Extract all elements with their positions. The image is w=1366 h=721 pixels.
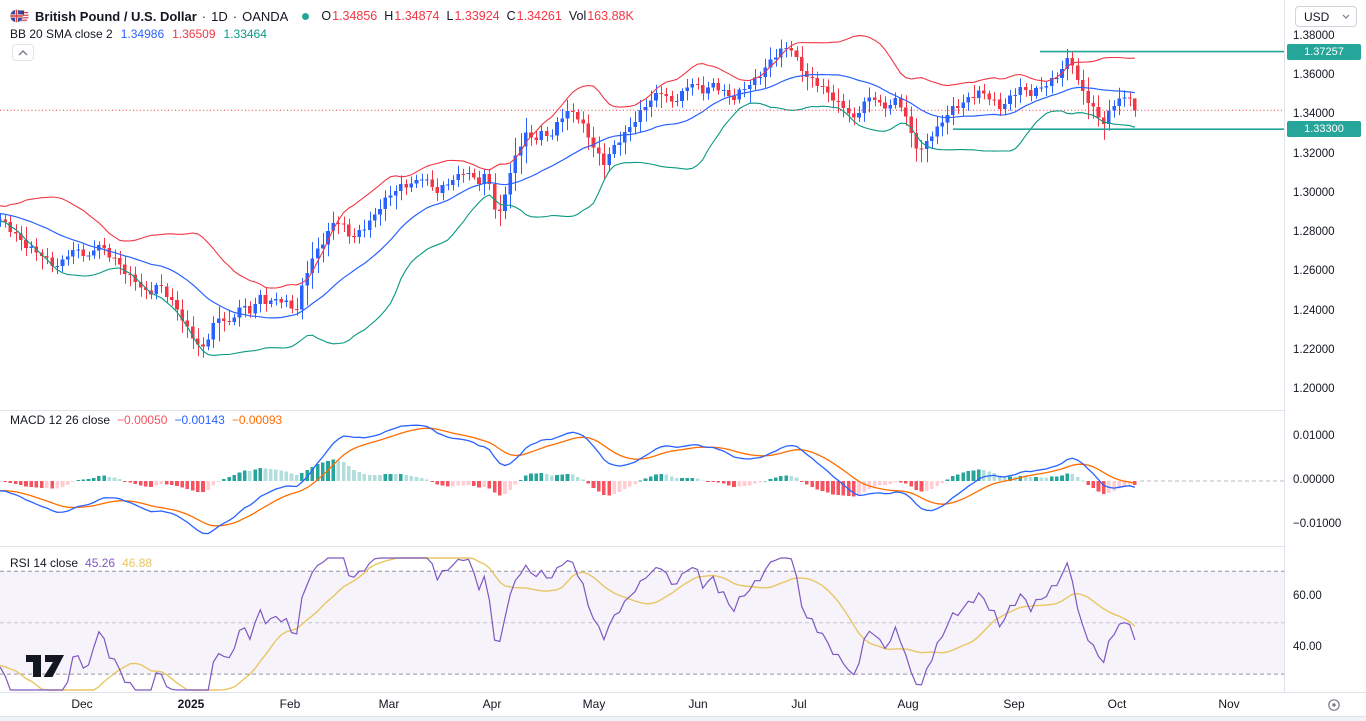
tradingview-logo[interactable] <box>24 648 74 685</box>
timezone-clock-icon[interactable] <box>1326 697 1342 718</box>
low-value: 1.33924 <box>454 9 500 23</box>
close-value: 1.34261 <box>516 9 562 23</box>
time-axis-month-label: Aug <box>897 697 919 711</box>
time-axis-month-label: Oct <box>1107 697 1127 711</box>
bb-indicator-legend[interactable]: BB 20 SMA close 2 1.34986 1.36509 1.3346… <box>10 27 275 41</box>
panel-separator-rsi[interactable] <box>0 546 1366 547</box>
panel-separator-macd[interactable] <box>0 410 1366 411</box>
time-axis[interactable]: Dec 2025 Feb Mar Apr May Jun Jul Aug Sep Oct Nov <box>0 692 1366 716</box>
price-axis[interactable]: USD 1.38000 1.36000 1.34000 1.32000 1.30000 1… <box>1284 0 1366 692</box>
volume-label: Vol <box>568 9 587 23</box>
rsi-indicator-legend[interactable]: RSI 14 close 45.26 46.88 <box>10 556 159 570</box>
bb-lower-value: 1.33464 <box>223 27 267 41</box>
open-label: O <box>321 9 332 23</box>
low-label: L <box>446 9 454 23</box>
time-axis-month-label: Sep <box>1003 697 1025 711</box>
interval-button[interactable]: 1D <box>211 8 228 24</box>
price-tick-label: 1.20000 <box>1293 382 1335 395</box>
close-label: C <box>506 9 516 23</box>
chevron-down-icon <box>1342 14 1350 19</box>
macd-line-value: −0.00143 <box>174 413 225 427</box>
rsi-indicator-name[interactable]: RSI 14 close <box>10 556 79 570</box>
bb-basis-value: 1.34986 <box>120 27 165 41</box>
time-axis-month-label: Dec <box>71 697 93 711</box>
macd-tick-label: 0.00000 <box>1293 474 1335 486</box>
separator-dot: · <box>201 8 207 24</box>
high-value: 1.34874 <box>394 9 440 23</box>
time-axis-month-label: Apr <box>482 697 502 711</box>
bb-indicator-name[interactable]: BB 20 SMA close 2 <box>10 27 113 41</box>
volume-value: 163.88K <box>587 9 634 23</box>
rsi-tick-label: 40.00 <box>1293 641 1322 654</box>
price-tick-label: 1.38000 <box>1293 30 1335 42</box>
time-axis-month-label: May <box>582 697 606 711</box>
currency-selector[interactable]: USD <box>1295 6 1357 27</box>
macd-hist-value: −0.00050 <box>117 413 168 427</box>
rsi-tick-label: 60.00 <box>1293 590 1322 602</box>
macd-tick-label: −0.01000 <box>1293 518 1342 530</box>
price-level-badge: 1.33300 <box>1287 121 1361 138</box>
bottom-edge-strip <box>0 716 1366 721</box>
time-axis-month-label: Mar <box>378 697 400 711</box>
high-label: H <box>384 9 394 23</box>
price-tick-label: 1.22000 <box>1293 343 1335 356</box>
macd-signal-value: −0.00093 <box>231 413 283 427</box>
collapse-legend-button[interactable] <box>12 44 34 61</box>
price-tick-label: 1.24000 <box>1293 304 1335 317</box>
currency-label: USD <box>1304 9 1330 24</box>
time-axis-month-label: Nov <box>1218 697 1240 711</box>
bb-upper-value: 1.36509 <box>172 27 216 41</box>
price-tick-label: 1.30000 <box>1293 186 1335 199</box>
rsi-value: 45.26 <box>85 556 116 570</box>
macd-indicator-legend[interactable]: MACD 12 26 close −0.00050 −0.00143 −0.00… <box>10 413 289 427</box>
chevron-up-icon <box>18 49 28 55</box>
rsi-ma-value: 46.88 <box>122 556 153 570</box>
price-tick-label: 1.34000 <box>1293 108 1335 121</box>
price-tick-label: 1.36000 <box>1293 69 1335 82</box>
price-tick-label: 1.26000 <box>1293 265 1335 278</box>
symbol-legend: British Pound / U.S. Dollar · 1D · OANDA… <box>10 7 634 25</box>
macd-indicator-name[interactable]: MACD 12 26 close <box>10 413 111 427</box>
exchange-label[interactable]: OANDA <box>242 8 289 24</box>
symbol-flag-icon <box>10 7 29 25</box>
time-axis-month-label: Feb <box>279 697 301 711</box>
market-status-icon <box>302 12 310 20</box>
symbol-title[interactable]: British Pound / U.S. Dollar <box>35 8 197 24</box>
time-axis-month-label: Jun <box>688 697 708 711</box>
price-level-badge: 1.37257 <box>1287 43 1361 60</box>
time-axis-month-label: 2025 <box>177 697 205 711</box>
macd-tick-label: 0.01000 <box>1293 430 1335 442</box>
price-tick-label: 1.32000 <box>1293 147 1335 160</box>
separator-dot: · <box>232 8 238 24</box>
price-tick-label: 1.28000 <box>1293 226 1335 239</box>
time-axis-month-label: Jul <box>791 697 807 711</box>
open-value: 1.34856 <box>332 9 378 23</box>
